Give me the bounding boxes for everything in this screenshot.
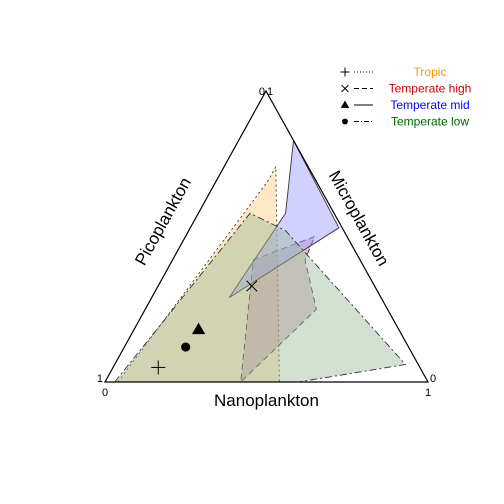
tick-left-max: 1 (97, 373, 103, 385)
legend-item-tropic: Tropic (340, 65, 447, 79)
marker-temperate-high (246, 280, 258, 292)
tick-apex-left: 0 (259, 86, 265, 98)
legend: Tropic Temperate high Temperate mid Tempera… (340, 65, 472, 129)
tick-bottom-max: 1 (425, 387, 431, 399)
axis-title-bottom: Nanoplankton (214, 391, 319, 410)
legend-label-temperate-mid: Temperate mid (390, 98, 469, 112)
legend-item-temperate-high: Temperate high (341, 82, 472, 96)
legend-marker-temperate-mid (340, 100, 350, 108)
tick-apex-right: 1 (267, 86, 273, 98)
marker-temperate-mid (191, 322, 206, 335)
marker-layer (151, 280, 258, 375)
ternary-frame (103, 89, 430, 383)
legend-item-temperate-mid: Temperate mid (340, 98, 470, 112)
hull-temperate-mid (228, 138, 340, 298)
legend-label-temperate-high: Temperate high (389, 82, 472, 96)
legend-marker-temperate-high (341, 84, 349, 93)
marker-tropic (151, 360, 166, 375)
legend-marker-tropic (340, 67, 350, 77)
marker-temperate-low (181, 342, 191, 352)
tick-right-min: 0 (430, 373, 436, 385)
legend-marker-temperate-low (342, 118, 348, 125)
axis-title-right: Microplankton (325, 167, 393, 269)
hull-temperate-low (113, 212, 407, 383)
hull-layer (113, 138, 407, 384)
legend-label-temperate-low: Temperate low (391, 115, 469, 129)
legend-item-temperate-low: Temperate low (342, 115, 469, 129)
legend-label-tropic: Tropic (414, 65, 447, 79)
tick-bottom-min: 0 (102, 387, 108, 399)
hull-temperate-high (240, 235, 317, 384)
axis-title-left: Picoplankton (131, 174, 195, 268)
